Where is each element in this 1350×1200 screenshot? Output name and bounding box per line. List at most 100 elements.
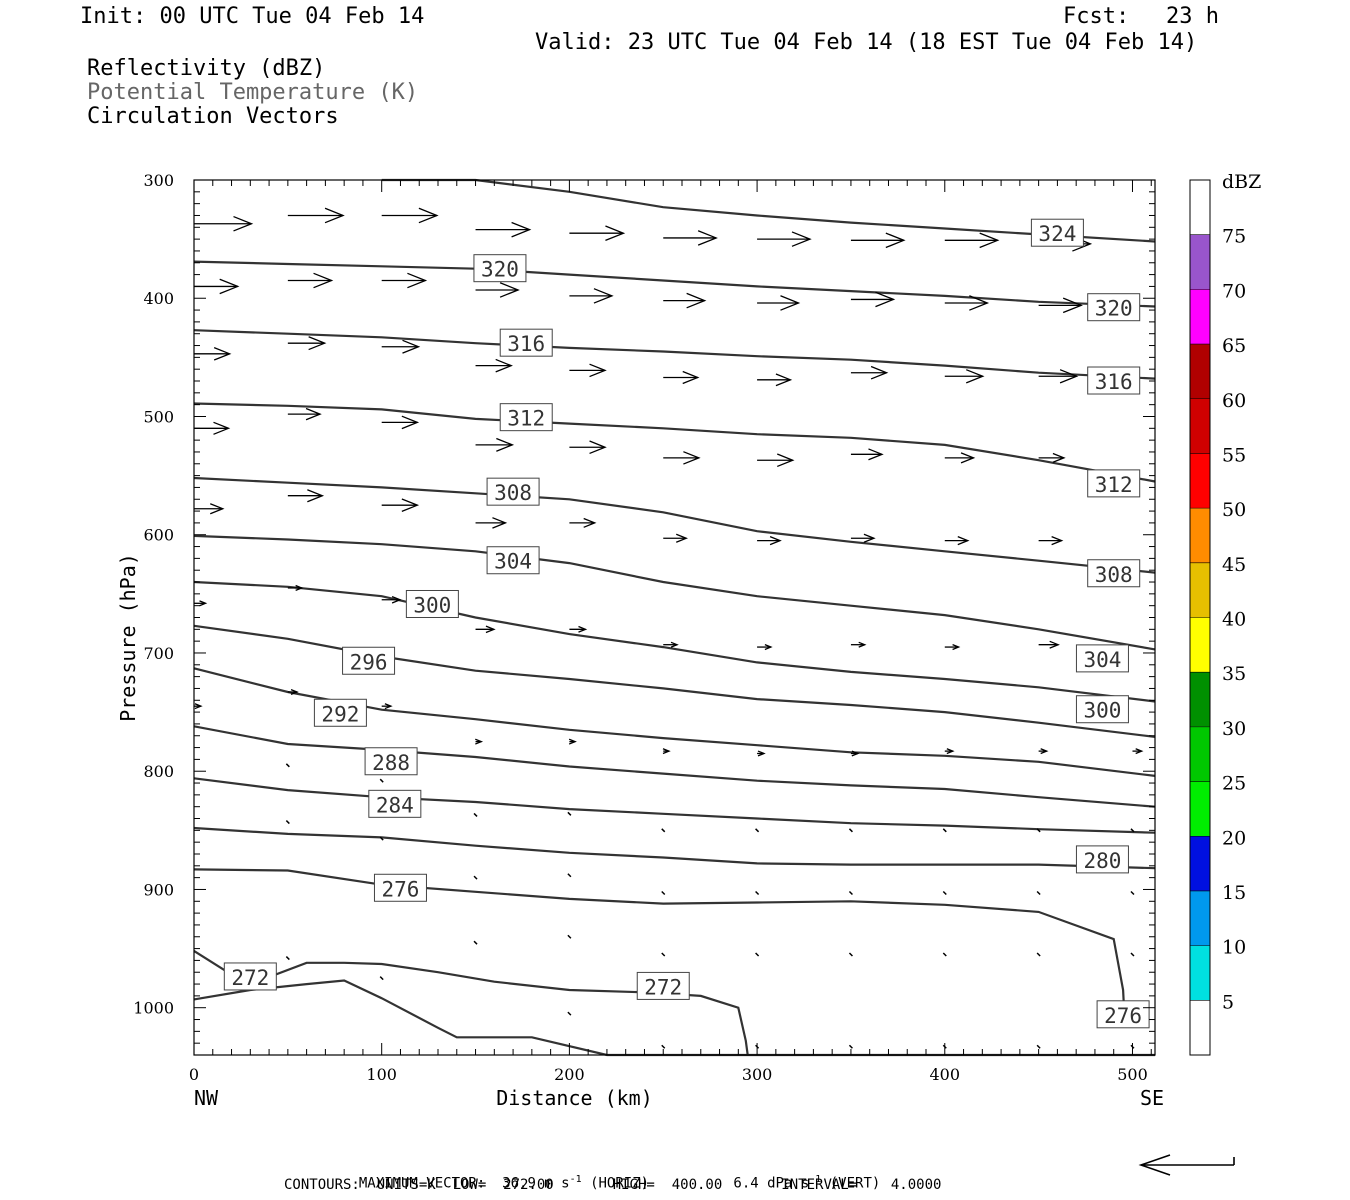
small-vector bbox=[661, 1044, 666, 1049]
colorbar-label: 15 bbox=[1222, 882, 1246, 904]
small-vector bbox=[848, 1044, 853, 1049]
x-tick-label: 400 bbox=[930, 1065, 961, 1084]
theta-contour-304 bbox=[193, 534, 1156, 651]
vector-arrowhead bbox=[965, 369, 985, 384]
colorbar-swatch bbox=[1190, 945, 1210, 1001]
contour-label-box bbox=[486, 477, 540, 506]
small-vector bbox=[285, 956, 290, 961]
vector-arrowhead bbox=[969, 295, 990, 311]
colorbar-label: 50 bbox=[1222, 499, 1246, 521]
small-vector bbox=[1130, 890, 1135, 896]
contour-label-text: 312 bbox=[507, 407, 545, 431]
vector-arrowhead bbox=[295, 584, 304, 591]
contour-label-316: 316 bbox=[499, 328, 553, 357]
vector-arrowhead bbox=[764, 644, 773, 651]
contour-label-text: 300 bbox=[1083, 699, 1121, 723]
contour-label-text: 312 bbox=[1095, 473, 1133, 497]
vector-arrowhead bbox=[492, 517, 508, 529]
vector-arrowhead bbox=[391, 595, 402, 604]
vector-arrowhead bbox=[495, 358, 513, 373]
vector-arrowhead bbox=[1051, 536, 1064, 546]
x-tick-label: 300 bbox=[742, 1065, 773, 1084]
vector-arrowhead bbox=[199, 600, 208, 607]
colorbar-label: 25 bbox=[1222, 773, 1246, 795]
colorbar-swatch bbox=[1190, 398, 1210, 454]
colorbar-swatch bbox=[1190, 234, 1210, 290]
vector-arrowhead bbox=[1040, 748, 1049, 755]
contour-label-288: 288 bbox=[364, 747, 418, 776]
small-vector bbox=[755, 952, 760, 957]
contour-label-text: 276 bbox=[381, 877, 419, 901]
small-vector bbox=[379, 836, 384, 841]
contour-label-text: 304 bbox=[494, 550, 532, 574]
contour-label-text: 288 bbox=[372, 751, 410, 775]
contour-label-text: 296 bbox=[350, 650, 388, 674]
vector-arrowhead bbox=[1135, 748, 1144, 755]
vector-arrowhead bbox=[697, 230, 718, 246]
contour-label-box bbox=[405, 589, 459, 618]
vector-arrowhead bbox=[863, 533, 876, 543]
contour-label-text: 284 bbox=[376, 793, 414, 817]
small-vector bbox=[848, 828, 853, 833]
vector-arrowhead bbox=[308, 336, 327, 351]
colorbar-swatch bbox=[1190, 344, 1210, 399]
vector-arrowhead bbox=[1059, 369, 1079, 384]
max-vector-line: MAXIMUM VECTOR: 36.9 m s-1 (HORIZ) 6.4 d… bbox=[342, 1158, 880, 1192]
contour-label-text: 276 bbox=[1104, 1004, 1142, 1028]
y-tick-label: 800 bbox=[143, 762, 174, 781]
vector-arrowhead bbox=[1049, 640, 1060, 649]
colorbar-label: 60 bbox=[1222, 390, 1246, 412]
contour-label-box bbox=[499, 328, 553, 357]
contour-label-box bbox=[1075, 695, 1129, 724]
contour-label-box bbox=[364, 747, 418, 776]
contour-label-text: 324 bbox=[1038, 222, 1076, 246]
colorbar-swatch bbox=[1190, 617, 1210, 673]
colorbar-swatch bbox=[1190, 781, 1210, 837]
vector-arrowhead bbox=[233, 215, 254, 232]
contour-label-308: 308 bbox=[486, 477, 540, 506]
colorbar-label: 40 bbox=[1222, 609, 1246, 631]
vector-arrowhead bbox=[589, 363, 607, 378]
theta-contour-300 bbox=[193, 580, 1156, 703]
contour-label-300: 300 bbox=[1075, 695, 1129, 724]
colorbar-swatch bbox=[1190, 508, 1210, 563]
colorbar-title: dBZ bbox=[1222, 171, 1261, 193]
contour-label-box bbox=[1087, 293, 1141, 322]
vector-arrowhead bbox=[475, 738, 484, 745]
colorbar-label: 20 bbox=[1222, 827, 1246, 849]
contour-label-text: 316 bbox=[507, 332, 545, 356]
colorbar-swatch bbox=[1190, 726, 1210, 782]
small-vector bbox=[848, 952, 853, 957]
contour-label-312: 312 bbox=[499, 403, 553, 432]
contour-label-304: 304 bbox=[486, 546, 540, 575]
colorbar-swatch bbox=[1190, 289, 1210, 345]
vector-arrowhead bbox=[290, 688, 299, 695]
colorbar-swatch bbox=[1190, 180, 1210, 235]
contour-label-box bbox=[313, 698, 367, 727]
vector-arrowhead bbox=[791, 231, 812, 247]
vector-arrowhead bbox=[578, 625, 588, 633]
contour-label-text: 304 bbox=[1083, 648, 1121, 672]
theta-contour-276 bbox=[193, 868, 1127, 1028]
contour-label-320: 320 bbox=[1087, 293, 1141, 322]
vector-arrowhead bbox=[885, 232, 906, 249]
colorbar-label: 5 bbox=[1222, 991, 1234, 1013]
contour-label-box bbox=[223, 962, 277, 991]
horiz-tag: (HORIZ) bbox=[590, 1175, 650, 1192]
vector-arrowhead bbox=[875, 291, 896, 308]
colorbar-swatch bbox=[1190, 836, 1210, 891]
vector-arrowhead bbox=[670, 641, 679, 648]
colorbar-swatch bbox=[1190, 453, 1210, 509]
y-tick-label: 500 bbox=[143, 407, 174, 426]
field-circulation-vectors: Circulation Vectors bbox=[87, 104, 339, 129]
contour-label-box bbox=[473, 254, 527, 283]
vector-arrowhead bbox=[194, 703, 203, 710]
contour-label-text: 272 bbox=[644, 975, 682, 999]
theta-contour-324 bbox=[381, 178, 1156, 243]
contour-label-296: 296 bbox=[342, 646, 396, 675]
contour-label-308: 308 bbox=[1087, 559, 1141, 588]
contour-label-box bbox=[1030, 218, 1084, 247]
valid-time: Valid: 23 UTC Tue 04 Feb 14 (18 EST Tue … bbox=[535, 30, 1198, 55]
y-axis-title: Pressure (hPa) bbox=[116, 553, 140, 722]
theta-contour-312 bbox=[193, 402, 1156, 483]
